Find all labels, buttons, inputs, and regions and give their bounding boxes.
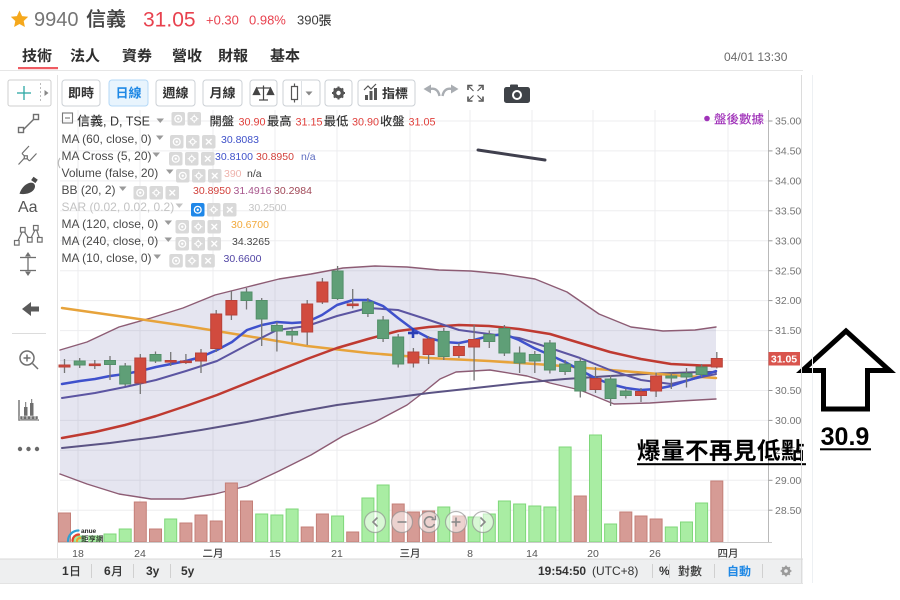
svg-text:33.00: 33.00 (775, 235, 801, 247)
svg-text:24: 24 (134, 548, 146, 560)
svg-text:SAR (0.02, 0.02, 0.2): SAR (0.02, 0.02, 0.2) (62, 200, 175, 214)
svg-text:%: % (659, 564, 670, 578)
svg-text:30.6700: 30.6700 (231, 219, 269, 231)
svg-text:34.00: 34.00 (775, 176, 801, 188)
svg-text:34.3265: 34.3265 (232, 236, 270, 248)
svg-text:31.05: 31.05 (409, 117, 436, 129)
svg-text:5y: 5y (181, 564, 195, 578)
svg-text:MA (10, close, 0): MA (10, close, 0) (62, 251, 152, 265)
svg-text:390: 390 (224, 168, 242, 180)
svg-text:26: 26 (649, 548, 661, 560)
svg-text:, D, TSE: , D, TSE (103, 115, 150, 129)
svg-text:30.9: 30.9 (821, 423, 870, 451)
svg-text:30.00: 30.00 (775, 415, 801, 427)
svg-text:21: 21 (331, 548, 343, 560)
svg-text:18: 18 (72, 548, 84, 560)
svg-text:30.8083: 30.8083 (221, 134, 259, 146)
svg-text:MA (240, close, 0): MA (240, close, 0) (62, 234, 159, 248)
svg-text:30.8950: 30.8950 (193, 185, 231, 197)
svg-text:31.15: 31.15 (296, 117, 323, 129)
svg-text:n/a: n/a (247, 168, 262, 180)
svg-text:1: 1 (62, 564, 69, 578)
svg-text:32.00: 32.00 (775, 295, 801, 307)
svg-text:MA Cross (5, 20): MA Cross (5, 20) (62, 149, 152, 163)
svg-text:30.50: 30.50 (775, 385, 801, 397)
svg-text:390: 390 (297, 13, 319, 28)
svg-text:29.00: 29.00 (775, 475, 801, 487)
svg-text:30.2500: 30.2500 (249, 202, 287, 214)
svg-text:28.50: 28.50 (775, 505, 801, 517)
svg-text:33.50: 33.50 (775, 205, 801, 217)
svg-text:34.50: 34.50 (775, 146, 801, 158)
svg-text:32.50: 32.50 (775, 265, 801, 277)
svg-text:19:54:50: 19:54:50 (538, 564, 586, 578)
svg-text:9940: 9940 (34, 9, 79, 31)
svg-text:Aa: Aa (18, 199, 38, 216)
svg-text:31.4916: 31.4916 (234, 185, 272, 197)
svg-text:30.2984: 30.2984 (274, 185, 312, 197)
svg-text:20: 20 (587, 548, 599, 560)
svg-text:3y: 3y (146, 564, 160, 578)
svg-text:MA (60, close, 0): MA (60, close, 0) (62, 132, 152, 146)
svg-text:MA (120, close, 0): MA (120, close, 0) (62, 217, 159, 231)
svg-text:31.05: 31.05 (143, 9, 196, 32)
svg-text:6: 6 (104, 564, 111, 578)
svg-text:31.50: 31.50 (775, 325, 801, 337)
svg-text:30.90: 30.90 (239, 117, 266, 129)
svg-text:(UTC+8): (UTC+8) (592, 564, 638, 578)
svg-text:35.00: 35.00 (775, 116, 801, 128)
svg-text:Volume (false, 20): Volume (false, 20) (62, 166, 159, 180)
svg-text:30.8950: 30.8950 (256, 151, 294, 163)
svg-text:30.8100: 30.8100 (215, 151, 253, 163)
svg-text:8: 8 (467, 548, 473, 560)
svg-text:15: 15 (269, 548, 281, 560)
svg-text:04/01 13:30: 04/01 13:30 (724, 50, 788, 64)
svg-text:anue: anue (81, 528, 97, 535)
svg-text:+0.30: +0.30 (206, 13, 239, 28)
svg-text:BB (20, 2): BB (20, 2) (62, 183, 116, 197)
svg-text:0.98%: 0.98% (249, 13, 286, 28)
svg-text:31.05: 31.05 (771, 353, 797, 365)
svg-text:30.6600: 30.6600 (224, 253, 262, 265)
svg-text:30.90: 30.90 (352, 117, 379, 129)
svg-text:n/a: n/a (301, 151, 316, 163)
svg-text:14: 14 (526, 548, 538, 560)
